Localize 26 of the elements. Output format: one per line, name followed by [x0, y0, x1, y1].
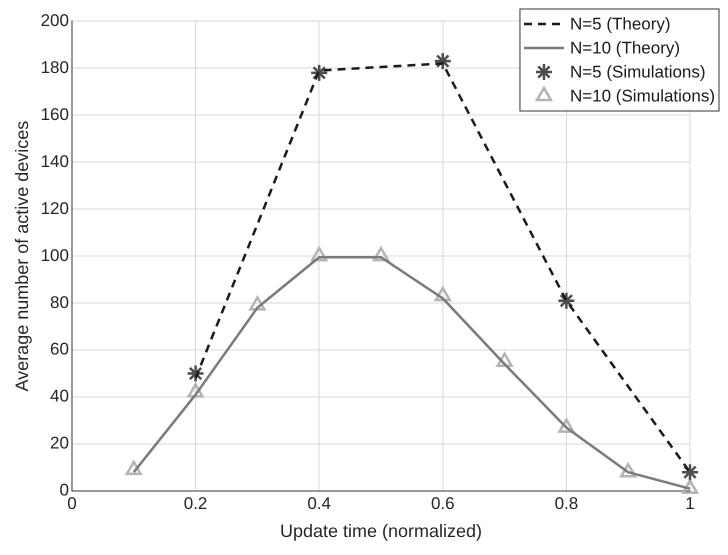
point: [557, 291, 576, 310]
legend-label: N=5 (Theory): [570, 14, 671, 34]
y-tick-label: 60: [50, 340, 69, 359]
y-tick-label: 80: [50, 292, 69, 312]
y-tick-label: 20: [50, 434, 69, 453]
x-tick-label: 0.2: [184, 494, 208, 513]
x-tick-label: 0.4: [307, 494, 331, 513]
y-tick-label: 180: [40, 58, 69, 77]
y-tick-label: 40: [50, 386, 69, 406]
y-tick-label: 120: [40, 198, 69, 218]
y-tick-label: 0: [59, 480, 69, 500]
x-tick-label: 0.8: [554, 494, 578, 513]
y-tick-label: 100: [40, 246, 69, 265]
point: [126, 460, 142, 476]
x-tick-label: 0.6: [430, 494, 455, 513]
legend-label: N=5 (Simulations): [570, 62, 706, 82]
point: [682, 479, 698, 494]
x-tick-label: 1: [685, 494, 695, 513]
y-axis-title: Average number of active devices: [12, 120, 32, 392]
x-axis-title: Update time (normalized): [280, 521, 482, 542]
legend-label: N=10 (Theory): [570, 38, 680, 58]
y-tick-label: 200: [40, 10, 69, 30]
legend-label: N=10 (Simulations): [570, 86, 715, 106]
y-tick-label: 140: [40, 152, 69, 171]
y-tick-label: 160: [40, 104, 69, 124]
point: [434, 52, 452, 70]
